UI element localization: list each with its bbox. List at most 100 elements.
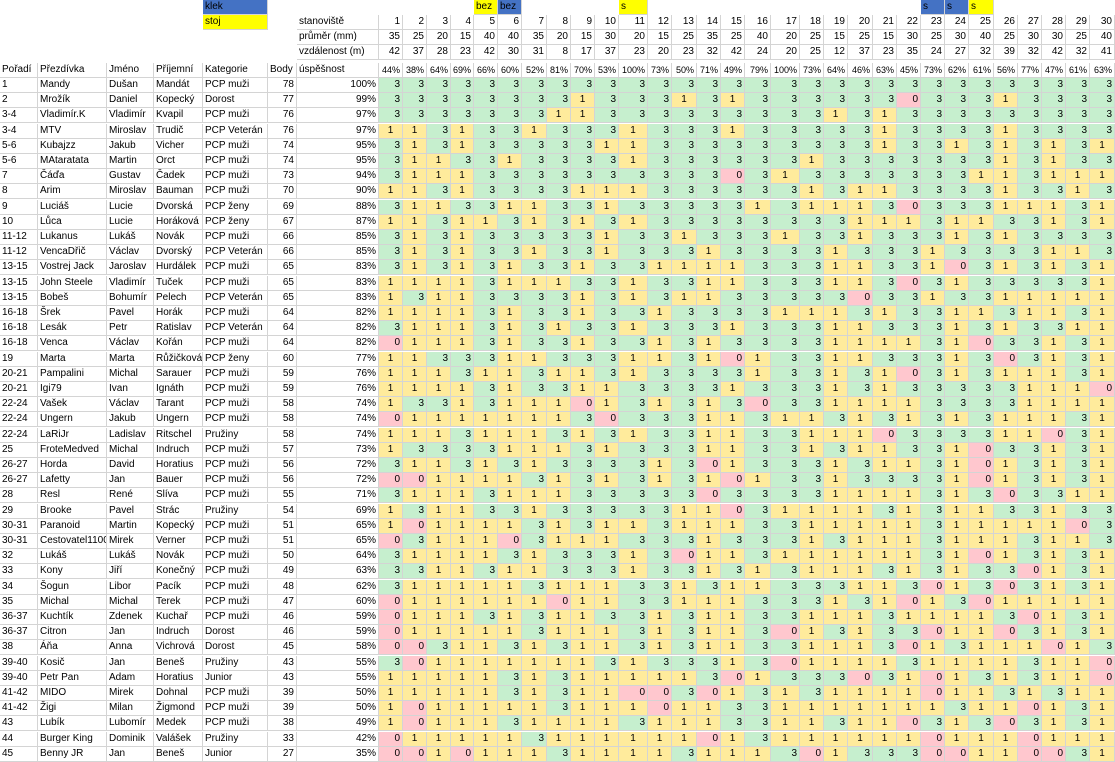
success-cell[interactable]: 95%: [297, 139, 379, 154]
station-success[interactable]: 73%: [648, 63, 672, 78]
station-distance[interactable]: 23: [672, 45, 697, 60]
score-cell[interactable]: 3: [672, 640, 697, 655]
score-cell[interactable]: 1: [848, 336, 873, 351]
station-success[interactable]: 79%: [745, 63, 771, 78]
score-cell[interactable]: 3: [403, 443, 427, 458]
last-name-cell[interactable]: Novák: [154, 549, 203, 564]
score-cell[interactable]: 1: [672, 504, 697, 519]
station-number[interactable]: 29: [1066, 15, 1090, 30]
first-name-cell[interactable]: Martin: [107, 519, 154, 534]
last-name-cell[interactable]: Kvapil: [154, 108, 203, 123]
first-name-cell[interactable]: Václav: [107, 336, 154, 351]
score-cell[interactable]: 1: [451, 412, 474, 427]
station-number[interactable]: 25: [969, 15, 994, 30]
score-cell[interactable]: 1: [1042, 580, 1066, 595]
first-name-cell[interactable]: Milan: [107, 701, 154, 716]
score-cell[interactable]: 3: [1066, 716, 1090, 731]
score-cell[interactable]: 1: [595, 443, 619, 458]
score-cell[interactable]: 1: [848, 640, 873, 655]
score-cell[interactable]: 1: [771, 549, 800, 564]
score-cell[interactable]: 3: [451, 443, 474, 458]
score-cell[interactable]: 1: [571, 580, 595, 595]
score-cell[interactable]: 3: [945, 397, 969, 412]
score-cell[interactable]: 0: [1018, 732, 1042, 747]
category-cell[interactable]: PCP muži: [203, 610, 268, 625]
score-cell[interactable]: 3: [474, 276, 498, 291]
rank-cell[interactable]: 5-6: [0, 139, 38, 154]
score-cell[interactable]: 1: [427, 701, 451, 716]
last-name-cell[interactable]: Dvorský: [154, 245, 203, 260]
nick-cell[interactable]: Bobeš: [38, 291, 107, 306]
score-cell[interactable]: 3: [1090, 124, 1115, 139]
last-name-cell[interactable]: Horáková: [154, 215, 203, 230]
score-cell[interactable]: 1: [547, 108, 571, 123]
points-cell[interactable]: 59: [268, 382, 297, 397]
score-cell[interactable]: 3: [403, 291, 427, 306]
category-cell[interactable]: PCP ženy: [203, 352, 268, 367]
score-cell[interactable]: 0: [595, 412, 619, 427]
score-cell[interactable]: 1: [403, 321, 427, 336]
score-cell[interactable]: 1: [427, 519, 451, 534]
station-success[interactable]: 61%: [969, 63, 994, 78]
score-cell[interactable]: 1: [648, 732, 672, 747]
score-cell[interactable]: 1: [721, 732, 745, 747]
score-cell[interactable]: 3: [945, 108, 969, 123]
station-success[interactable]: 69%: [451, 63, 474, 78]
score-cell[interactable]: 1: [403, 428, 427, 443]
score-cell[interactable]: 1: [1090, 747, 1115, 762]
station-number[interactable]: 12: [648, 15, 672, 30]
score-cell[interactable]: 3: [571, 230, 595, 245]
score-cell[interactable]: 1: [848, 397, 873, 412]
nick-cell[interactable]: VencaDřič: [38, 245, 107, 260]
score-cell[interactable]: 1: [451, 488, 474, 503]
score-cell[interactable]: 3: [921, 215, 945, 230]
points-cell[interactable]: 64: [268, 336, 297, 351]
score-cell[interactable]: 3: [897, 78, 921, 93]
score-cell[interactable]: 3: [800, 215, 824, 230]
score-cell[interactable]: 3: [873, 245, 897, 260]
score-cell[interactable]: 0: [403, 519, 427, 534]
score-cell[interactable]: 3: [921, 154, 945, 169]
score-cell[interactable]: 3: [474, 352, 498, 367]
score-cell[interactable]: 0: [1042, 747, 1066, 762]
score-cell[interactable]: 3: [721, 230, 745, 245]
score-cell[interactable]: 3: [1066, 78, 1090, 93]
score-cell[interactable]: 3: [619, 595, 648, 610]
score-cell[interactable]: 3: [451, 458, 474, 473]
category-cell[interactable]: PCP ženy: [203, 215, 268, 230]
score-cell[interactable]: 3: [595, 656, 619, 671]
score-cell[interactable]: 3: [848, 108, 873, 123]
score-cell[interactable]: 1: [1090, 139, 1115, 154]
points-cell[interactable]: 66: [268, 230, 297, 245]
score-cell[interactable]: 1: [1090, 458, 1115, 473]
score-cell[interactable]: 3: [1018, 352, 1042, 367]
score-cell[interactable]: 1: [427, 595, 451, 610]
nick-cell[interactable]: MAtaratata: [38, 154, 107, 169]
score-cell[interactable]: 3: [873, 412, 897, 427]
score-cell[interactable]: 1: [945, 656, 969, 671]
score-cell[interactable]: 1: [824, 473, 848, 488]
station-distance[interactable]: 39: [994, 45, 1018, 60]
score-cell[interactable]: 3: [771, 276, 800, 291]
score-cell[interactable]: 1: [474, 701, 498, 716]
score-cell[interactable]: 3: [648, 291, 672, 306]
score-cell[interactable]: 3: [824, 184, 848, 199]
score-cell[interactable]: 1: [619, 519, 648, 534]
score-cell[interactable]: 0: [897, 367, 921, 382]
score-cell[interactable]: 3: [745, 458, 771, 473]
score-cell[interactable]: 0: [897, 640, 921, 655]
last-name-cell[interactable]: Medek: [154, 716, 203, 731]
score-cell[interactable]: 1: [873, 139, 897, 154]
score-cell[interactable]: 1: [848, 352, 873, 367]
score-cell[interactable]: 3: [522, 382, 547, 397]
score-cell[interactable]: 3: [595, 215, 619, 230]
score-cell[interactable]: 3: [745, 93, 771, 108]
score-cell[interactable]: 0: [921, 580, 945, 595]
score-cell[interactable]: 3: [1066, 124, 1090, 139]
score-cell[interactable]: 1: [1090, 428, 1115, 443]
score-cell[interactable]: 1: [945, 504, 969, 519]
score-cell[interactable]: 1: [1042, 625, 1066, 640]
score-cell[interactable]: 3: [672, 124, 697, 139]
score-cell[interactable]: 3: [873, 640, 897, 655]
station-number[interactable]: 14: [697, 15, 721, 30]
